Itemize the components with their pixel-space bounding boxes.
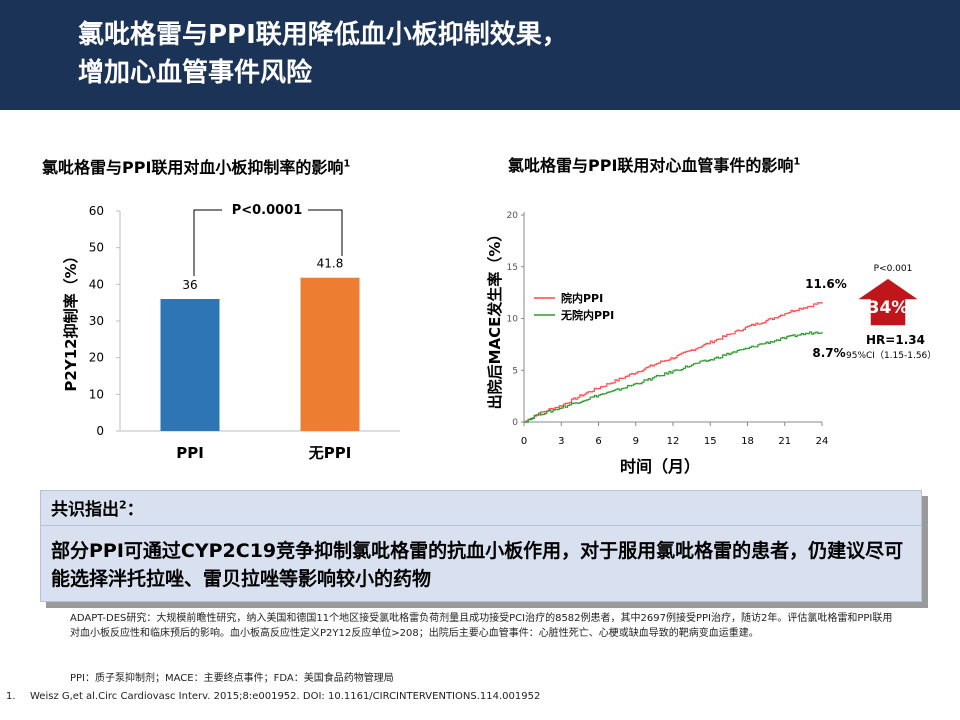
reference: 1. Weisz G,et al.Circ Cardiovasc Interv. … <box>6 691 540 702</box>
bar-1 <box>300 277 360 431</box>
bar-pvalue: P<0.0001 <box>232 203 303 218</box>
left-chart-title: 氯吡格雷与PPI联用对血小板抑制率的影响1 <box>42 154 350 178</box>
page-title: 氯吡格雷与PPI联用降低血小板抑制效果， 增加心血管事件风险 <box>78 16 938 92</box>
consensus-box: 共识指出2： 部分PPI可通过CYP2C19竞争抑制氯吡格雷的抗血小板作用，对于… <box>40 490 922 602</box>
consensus-body: 部分PPI可通过CYP2C19竞争抑制氯吡格雷的抗血小板作用，对于服用氯吡格雷的… <box>51 540 904 590</box>
left-chart-title-text: 氯吡格雷与PPI联用对血小板抑制率的影响 <box>42 158 344 177</box>
bar-y-tick-3: 30 <box>89 314 104 328</box>
bar-y-tick-2: 20 <box>89 351 104 365</box>
line-pvalue: P<0.001 <box>874 264 913 274</box>
line-x-tick-2: 6 <box>595 436 601 447</box>
line-y-tick-0: 0 <box>512 418 518 428</box>
bar-y-axis-label: P2Y12抑制率（%） <box>62 248 80 391</box>
end-label-ppi: 11.6% <box>805 277 847 291</box>
line-x-tick-8: 24 <box>816 436 829 447</box>
line-chart: 出院后MACE发生率（%） 0 5 10 15 20 0 3 6 9 12 15 18 21 24 院内… <box>486 211 936 476</box>
bar-value-label-0: 36 <box>182 278 197 292</box>
line-y-tick-2: 10 <box>507 315 519 325</box>
bar-y-tick-1: 10 <box>89 387 104 401</box>
line-y-axis-label: 出院后MACE发生率（%） <box>486 227 504 410</box>
increase-value: 34% <box>868 298 909 318</box>
line-y-tick-4: 20 <box>507 211 519 221</box>
header-band: 氯吡格雷与PPI联用降低血小板抑制效果， 增加心血管事件风险 <box>0 0 960 110</box>
page-title-line2: 增加心血管事件风险 <box>78 58 313 88</box>
line-x-ticks: 0 3 6 9 12 15 18 21 24 <box>521 422 829 447</box>
line-y-ticks: 0 5 10 15 20 <box>507 211 524 428</box>
consensus-divider <box>41 525 921 526</box>
study-footnote: ADAPT-DES研究：大规模前瞻性研究，纳入美国和德国11个地区接受氯吡格雷负… <box>70 613 893 639</box>
bar-value-label-1: 41.8 <box>317 257 344 271</box>
bar-y-ticks: 0 10 20 30 40 50 60 <box>89 204 120 438</box>
line-x-tick-5: 15 <box>704 436 717 447</box>
line-x-tick-6: 18 <box>741 436 754 447</box>
bar-y-tick-6: 60 <box>89 204 104 218</box>
bar-0 <box>160 299 220 431</box>
abbreviations-footnote: PPI：质子泵抑制剂；MACE：主要终点事件；FDA：美国食品药物管理局 <box>70 673 394 684</box>
hazard-ratio: HR=1.34 <box>866 333 925 347</box>
bar-y-tick-4: 40 <box>89 277 104 291</box>
line-y-tick-3: 15 <box>507 263 518 273</box>
line-x-tick-3: 9 <box>633 436 639 447</box>
end-label-noppi: 8.7% <box>812 346 845 360</box>
series-line-1 <box>524 331 823 423</box>
line-y-tick-1: 5 <box>512 366 518 376</box>
confidence-interval: 95%CI（1.15-1.56） <box>846 350 936 361</box>
series-line-0 <box>524 301 823 423</box>
line-series-group <box>524 301 823 423</box>
consensus-title-sup: 2 <box>119 498 127 512</box>
line-x-axis-label: 时间（月） <box>620 457 700 476</box>
bar-y-tick-0: 0 <box>96 424 104 438</box>
consensus-title-suffix: ： <box>126 500 144 520</box>
pvalue-background <box>222 201 308 219</box>
right-chart-title: 氯吡格雷与PPI联用对心血管事件的影响1 <box>508 152 800 176</box>
line-x-tick-0: 0 <box>521 436 527 447</box>
reference-text: Weisz G,et al.Circ Cardiovasc Interv. 20… <box>30 691 541 702</box>
legend-label-ppi: 院内PPI <box>561 291 603 305</box>
bar-category-label-1: 无PPI <box>308 444 352 462</box>
line-x-tick-4: 12 <box>667 436 680 447</box>
bar-y-tick-5: 50 <box>89 241 104 255</box>
consensus-title-text: 共识指出 <box>51 500 119 520</box>
consensus-title: 共识指出2： <box>51 495 144 520</box>
page-title-line1: 氯吡格雷与PPI联用降低血小板抑制效果， <box>78 20 568 50</box>
bar-category-label-0: PPI <box>176 444 204 462</box>
left-chart-title-sup: 1 <box>343 158 351 170</box>
reference-number: 1. <box>6 691 16 702</box>
legend-label-noppi: 无院内PPI <box>560 308 614 322</box>
bar-marks: 36 PPI 41.8 无PPI <box>160 257 360 462</box>
line-x-tick-7: 21 <box>778 436 791 447</box>
increase-arrow-icon <box>853 277 923 327</box>
line-x-tick-1: 3 <box>558 436 564 447</box>
right-chart-title-text: 氯吡格雷与PPI联用对心血管事件的影响 <box>508 156 794 175</box>
right-chart-title-sup: 1 <box>793 156 801 168</box>
